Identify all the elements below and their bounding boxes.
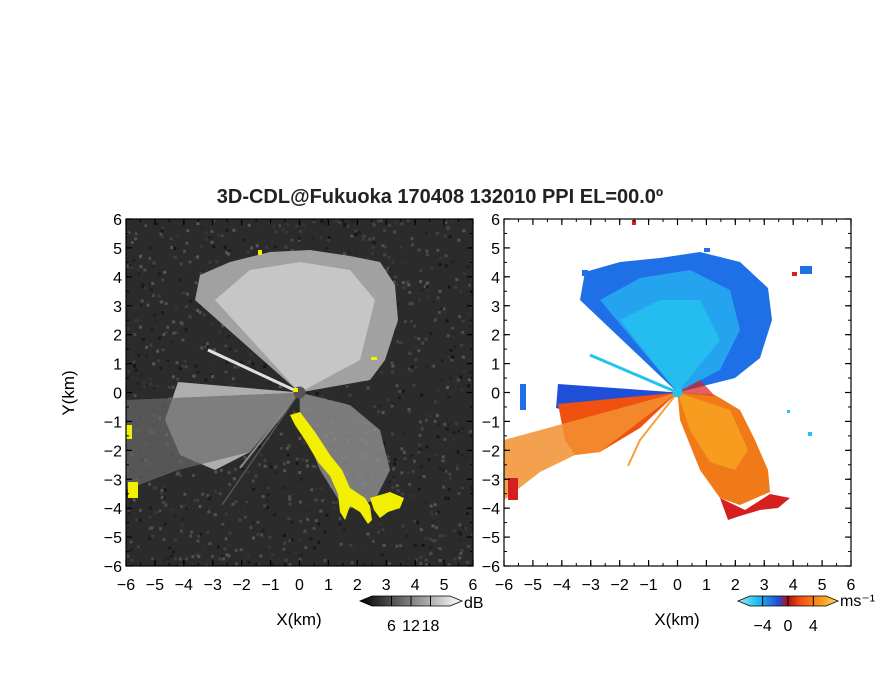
velocity-y-tick-label: 3 [491,299,500,316]
velocity-x-tick-label: 2 [731,577,740,594]
reflectivity-y-tick-label: −1 [104,414,122,431]
reflectivity-y-tick-label: 4 [113,270,122,287]
velocity-x-tick-label: 1 [702,577,711,594]
velocity-x-tick-label: −2 [611,577,629,594]
velocity-colorbar-unit: ms⁻¹ [840,593,875,610]
reflectivity-y-tick-label: −5 [104,530,122,547]
reflectivity-y-axis-label: Y(km) [59,370,78,415]
reflectivity-x-tick-label: −2 [233,577,251,594]
reflectivity-y-tick-label: −6 [104,559,122,576]
velocity-y-tick-label: 0 [491,386,500,403]
reflectivity-x-tick-label: 3 [382,577,391,594]
reflectivity-x-tick-label: 6 [469,577,478,594]
velocity-y-tick-label: −1 [482,414,500,431]
velocity-x-tick-label: −5 [524,577,542,594]
velocity-x-tick-label: −6 [495,577,513,594]
velocity-y-tick-label: 2 [491,328,500,345]
velocity-y-tick-label: 6 [491,212,500,229]
reflectivity-panel: −6 −5 −4 −3 −2 −1 0 1 2 3 4 5 6 −6 −5 −4 −3 −2 −1 0 1 2 3 4 5 6 [104,212,478,594]
velocity-y-tick-label: −4 [482,501,500,518]
reflectivity-x-axis-label: X(km) [276,610,321,629]
reflectivity-x-tick-label: −3 [204,577,222,594]
reflectivity-y-tick-label: 1 [113,357,122,374]
velocity-y-tick-label: −3 [482,472,500,489]
reflectivity-colorbar: 6 12 18 dB [358,595,484,635]
reflectivity-y-tick-label: −3 [104,472,122,489]
reflectivity-colorbar-tick: 12 [402,618,420,635]
velocity-x-axis-label: X(km) [654,610,699,629]
velocity-x-tick-label: −1 [639,577,657,594]
clutter-echo [126,250,404,524]
velocity-y-tick-label: −5 [482,530,500,547]
reflectivity-colorbar-tick: 6 [387,618,396,635]
reflectivity-x-tick-label: −5 [146,577,164,594]
velocity-panel: −6 −5 −4 −3 −2 −1 0 1 2 3 4 5 6 −6 −5 −4 −3 −2 −1 0 1 2 3 4 5 6 [482,212,856,594]
velocity-y-tick-label: 5 [491,241,500,258]
velocity-x-tick-label: 4 [789,577,798,594]
reflectivity-x-tick-label: 0 [295,577,304,594]
reflectivity-y-tick-label: −2 [104,443,122,460]
velocity-y-tick-label: −6 [482,559,500,576]
reflectivity-x-tick-label: −4 [175,577,193,594]
reflectivity-y-tick-label: 5 [113,241,122,258]
reflectivity-y-tick-label: −4 [104,501,122,518]
velocity-colorbar-tick: −4 [754,618,772,635]
velocity-x-tick-label: −4 [553,577,571,594]
velocity-colorbar: −4 0 4 ms⁻¹ [736,593,875,635]
velocity-x-tick-label: −3 [582,577,600,594]
velocity-y-tick-label: 1 [491,357,500,374]
reflectivity-x-tick-label: 1 [324,577,333,594]
velocity-x-tick-label: 6 [847,577,856,594]
velocity-y-tick-label: 4 [491,270,500,287]
reflectivity-x-tick-label: 4 [411,577,420,594]
reflectivity-y-tick-label: 3 [113,299,122,316]
velocity-x-tick-label: 5 [818,577,827,594]
chart-title: 3D-CDL@Fukuoka 170408 132010 PPI EL=00.0… [216,186,664,208]
reflectivity-x-tick-label: 5 [440,577,449,594]
reflectivity-x-tick-label: 2 [353,577,362,594]
velocity-x-tick-label: 3 [760,577,769,594]
velocity-colorbar-tick: 4 [809,618,818,635]
velocity-x-tick-label: 0 [673,577,682,594]
reflectivity-x-tick-label: −1 [261,577,279,594]
reflectivity-y-tick-label: 0 [113,386,122,403]
reflectivity-y-tick-label: 6 [113,212,122,229]
velocity-colorbar-tick: 0 [784,618,793,635]
reflectivity-colorbar-tick: 18 [422,618,440,635]
reflectivity-x-tick-label: −6 [117,577,135,594]
reflectivity-colorbar-unit: dB [464,595,484,612]
reflectivity-y-tick-label: 2 [113,328,122,345]
velocity-y-tick-label: −2 [482,443,500,460]
